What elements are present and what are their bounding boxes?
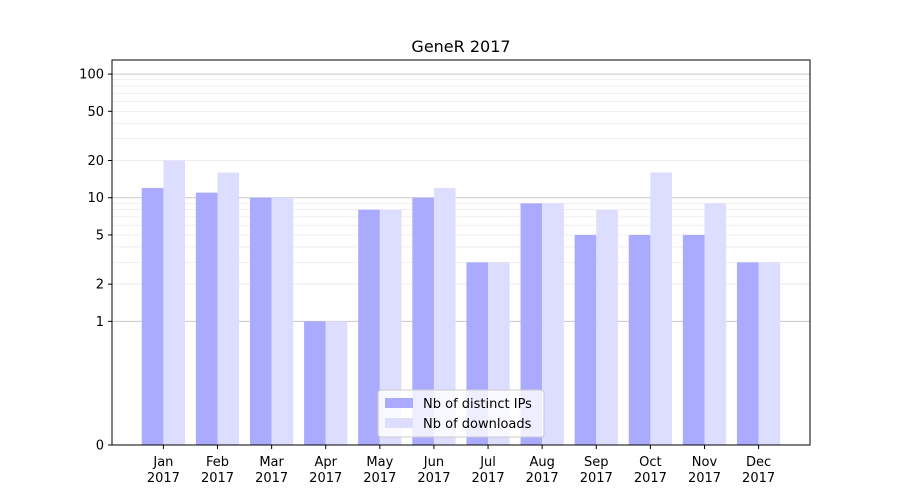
x-tick-label: 2017 — [472, 471, 505, 486]
bar — [433, 187, 456, 445]
bar — [217, 172, 240, 446]
x-tick-label: Sep — [584, 455, 609, 470]
x-tick-label: Jan — [152, 455, 173, 470]
y-tick-label: 10 — [87, 191, 104, 206]
x-tick-label: 2017 — [417, 471, 450, 486]
y-tick-label: 100 — [79, 68, 104, 83]
x-tick-label: May — [366, 455, 393, 470]
bar — [596, 209, 618, 445]
x-tick-label: 2017 — [526, 471, 559, 486]
bar — [249, 197, 272, 445]
y-tick-label: 1 — [96, 315, 104, 330]
x-tick-label: Jul — [479, 455, 496, 470]
bar — [650, 172, 673, 446]
bar — [141, 187, 164, 445]
x-tick-label: Oct — [639, 455, 661, 470]
y-tick-label: 2 — [96, 278, 104, 293]
legend-frame — [377, 389, 545, 438]
x-tick-label: 2017 — [363, 471, 396, 486]
x-tick-label: 2017 — [309, 471, 342, 486]
legend: Nb of distinct IPs Nb of downloads — [377, 389, 545, 438]
bar — [163, 160, 186, 445]
bar — [736, 262, 759, 445]
x-tick-label: 2017 — [688, 471, 721, 486]
bar — [758, 262, 781, 445]
x-tick-label: Aug — [529, 455, 554, 470]
bar — [520, 203, 543, 445]
x-tick-label: Mar — [259, 455, 284, 470]
legend-label: Nb of distinct IPs — [423, 397, 532, 412]
y-axis: 0 1 2 5 10 20 50 100 — [79, 68, 112, 454]
bar — [379, 209, 402, 445]
y-tick-label: 20 — [87, 154, 104, 169]
plot-frame — [111, 59, 811, 446]
x-tick-label: Nov — [692, 455, 718, 470]
bar — [412, 197, 434, 445]
x-tick-label: Feb — [206, 455, 229, 470]
x-axis: Jan2017Feb2017Mar2017Apr2017May2017Jun20… — [147, 445, 775, 486]
x-tick-label: Dec — [746, 455, 771, 470]
bar — [704, 203, 727, 445]
x-tick-label: 2017 — [742, 471, 775, 486]
bar — [358, 209, 380, 445]
bar — [271, 197, 294, 445]
y-tick-label: 0 — [96, 439, 104, 454]
bar — [574, 234, 597, 445]
bar — [195, 192, 218, 445]
legend-label: Nb of downloads — [423, 417, 532, 432]
bar — [325, 321, 348, 445]
chart-title: GeneR 2017 — [411, 37, 510, 56]
y-tick-label: 5 — [96, 228, 104, 243]
bar — [682, 234, 705, 445]
bar — [542, 203, 564, 445]
y-tick-label: 50 — [87, 105, 104, 120]
x-tick-label: 2017 — [255, 471, 288, 486]
x-tick-label: Jun — [423, 455, 444, 470]
x-tick-label: 2017 — [580, 471, 613, 486]
x-tick-label: Apr — [314, 455, 337, 470]
x-tick-label: 2017 — [147, 471, 180, 486]
bar — [304, 321, 326, 445]
x-tick-label: 2017 — [201, 471, 234, 486]
bar — [628, 234, 651, 445]
legend-swatch — [385, 398, 413, 408]
x-tick-label: 2017 — [634, 471, 667, 486]
legend-swatch — [385, 418, 413, 428]
